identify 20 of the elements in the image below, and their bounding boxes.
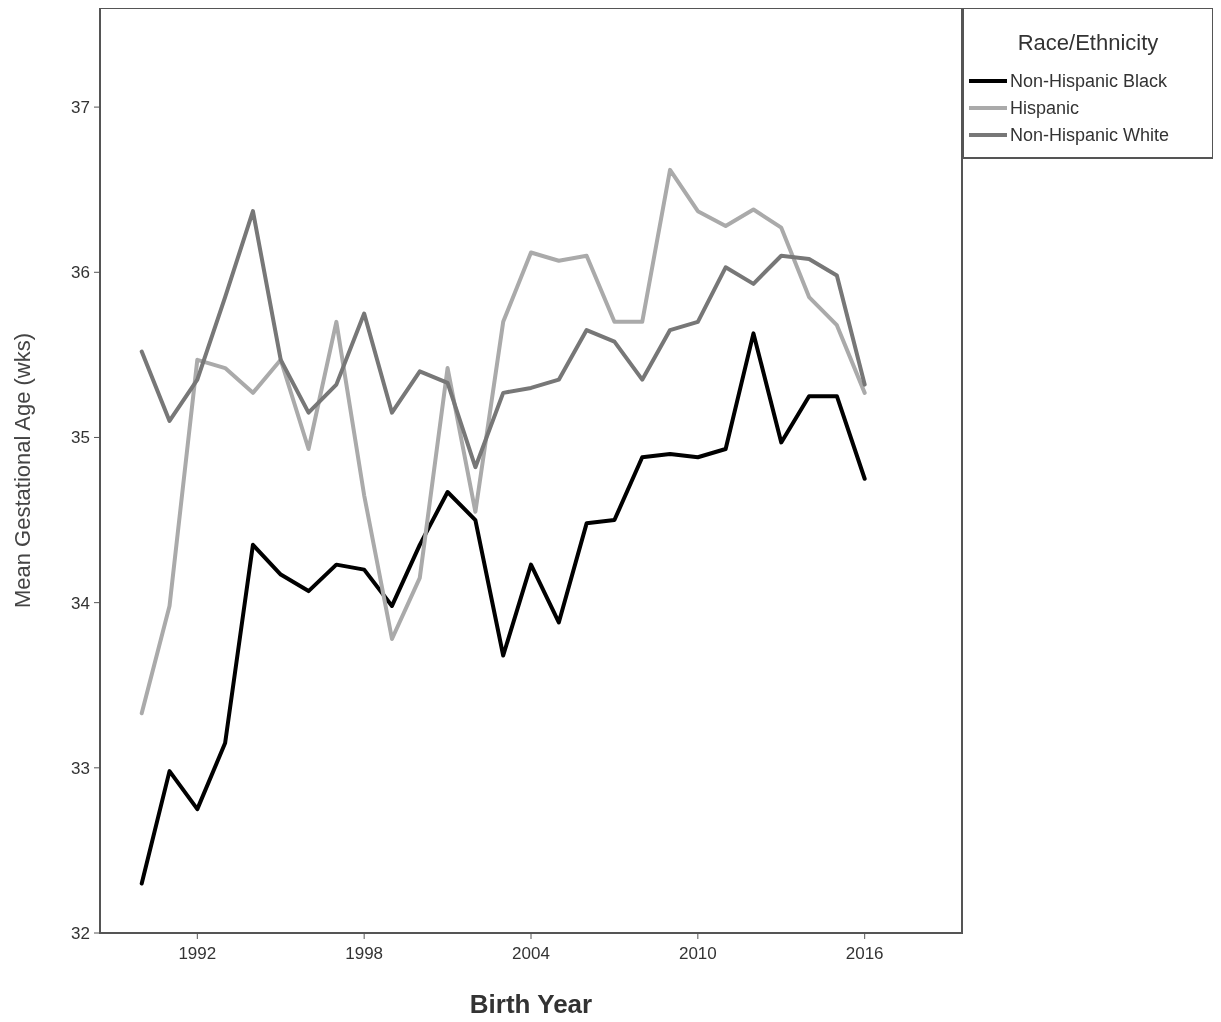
legend-label: Non-Hispanic White	[1010, 125, 1170, 146]
y-tick-label: 34	[71, 593, 90, 613]
line-series	[139, 167, 867, 716]
legend-title: Race/Ethnicity	[1017, 30, 1159, 55]
line-series	[139, 331, 867, 886]
legend-label: Hispanic	[1010, 98, 1080, 119]
y-tick-label: 36	[71, 263, 90, 283]
x-tick-label: 2016	[845, 944, 884, 963]
x-axis-title: Birth Year	[469, 989, 593, 1019]
y-axis-title: Mean Gestational Age (wks)	[10, 332, 35, 609]
y-tick-label: 37	[71, 98, 90, 118]
x-tick-label: 2010	[678, 944, 717, 963]
y-tick-label: 35	[71, 428, 90, 448]
y-tick-label: 32	[71, 923, 90, 943]
x-tick-label: 1998	[345, 944, 384, 963]
x-tick-label: 2004	[512, 944, 550, 963]
x-tick-label: 1992	[178, 944, 217, 963]
y-tick-label: 33	[71, 758, 90, 778]
legend-label: Non-Hispanic Black	[1010, 71, 1169, 92]
line-series	[139, 209, 867, 470]
